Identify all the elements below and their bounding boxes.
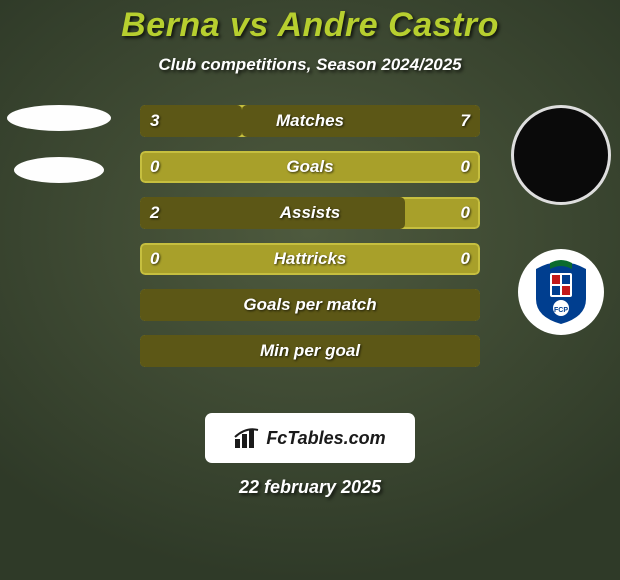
- svg-text:FCP: FCP: [554, 307, 568, 314]
- porto-crest-icon: FCP: [534, 259, 588, 325]
- stats-list: 37Matches 00Goals 20Assists 00Hattricks Goal…: [140, 105, 480, 367]
- stat-row-bg: [140, 243, 480, 275]
- stat-row: 00Hattricks: [140, 243, 480, 275]
- player-left-club-logo: [14, 157, 104, 183]
- stat-row-bg: [140, 151, 480, 183]
- stat-row: 37Matches: [140, 105, 480, 137]
- player-right-column: FCP: [506, 105, 616, 335]
- stat-row: 20Assists: [140, 197, 480, 229]
- player-left-column: [4, 105, 114, 183]
- branding-badge: FcTables.com: [205, 413, 415, 463]
- stat-fill-left: [140, 105, 242, 137]
- comparison-area: FCP 37Matches 00Goals 20Assists 00Hattricks…: [0, 105, 620, 395]
- content: Berna vs Andre Castro Club competitions,…: [0, 0, 620, 580]
- stat-fill-right: [242, 105, 480, 137]
- stat-row: Min per goal: [140, 335, 480, 367]
- stat-fill-left: [140, 197, 405, 229]
- stat-fill-left: [140, 289, 480, 321]
- player-right-avatar: [511, 105, 611, 205]
- stat-row: 00Goals: [140, 151, 480, 183]
- branding-text: FcTables.com: [266, 428, 385, 449]
- date-text: 22 february 2025: [0, 477, 620, 498]
- fctables-logo-icon: [234, 427, 260, 449]
- page-subtitle: Club competitions, Season 2024/2025: [0, 55, 620, 75]
- player-right-club-logo: FCP: [518, 249, 604, 335]
- stat-row: Goals per match: [140, 289, 480, 321]
- page-title: Berna vs Andre Castro: [0, 6, 620, 45]
- player-left-avatar: [7, 105, 111, 131]
- stat-fill-left: [140, 335, 480, 367]
